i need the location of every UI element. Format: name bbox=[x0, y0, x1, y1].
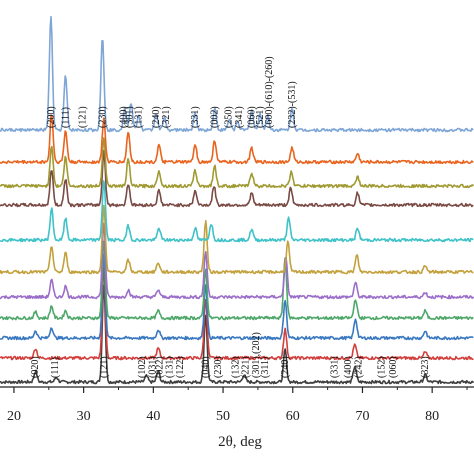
bottom-peak-label: (102) bbox=[137, 356, 148, 378]
top-peak-label: (060) bbox=[247, 106, 258, 128]
series-traces bbox=[0, 15, 474, 385]
x-tick-label: 20 bbox=[7, 409, 21, 424]
top-peak-label: (521) bbox=[255, 106, 266, 128]
bottom-peak-label: (152) bbox=[376, 356, 387, 378]
bottom-peak-label: (323) bbox=[420, 356, 431, 378]
bottom-peak-annotations: (020) (111) (121) (102) (031)(022)(131) (122)… bbox=[30, 332, 431, 378]
bottom-peak-label: (221) bbox=[240, 356, 251, 378]
x-axis-title: 2θ, deg bbox=[218, 434, 262, 450]
series-line-7 bbox=[0, 180, 474, 243]
top-peak-label: (301) bbox=[125, 106, 136, 128]
bottom-peak-label: (400) bbox=[343, 356, 354, 378]
bottom-peak-label: (131) bbox=[164, 356, 175, 378]
bottom-peak-label: (331) bbox=[330, 356, 341, 378]
bottom-peak-label: (040) bbox=[201, 356, 212, 378]
bottom-peak-label: (301),(202) bbox=[251, 332, 262, 378]
top-peak-annotations: (200) (111) (121) (230) (400)(301)(131) (240)… bbox=[46, 56, 298, 128]
bottom-peak-label: (132) bbox=[231, 356, 242, 378]
series-line-9 bbox=[0, 137, 474, 189]
series-line-4 bbox=[0, 240, 474, 321]
top-peak-label: (111) bbox=[61, 107, 72, 128]
series-line-10 bbox=[0, 114, 474, 165]
top-peak-label: (002) bbox=[210, 106, 221, 128]
top-peak-label: (121) bbox=[77, 106, 88, 128]
top-peak-label: (240) bbox=[151, 106, 162, 128]
top-peak-label: (400) bbox=[118, 106, 129, 128]
bottom-peak-label: (230) bbox=[213, 356, 224, 378]
bottom-peak-label: (022) bbox=[155, 356, 166, 378]
bottom-peak-label: (121) bbox=[99, 356, 110, 378]
bottom-peak-label: (240) bbox=[280, 356, 291, 378]
x-tick-label: 40 bbox=[146, 409, 160, 424]
x-tick-label: 50 bbox=[216, 409, 230, 424]
series-line-6 bbox=[0, 204, 474, 275]
series-line-5 bbox=[0, 222, 474, 300]
bottom-peak-label: (111) bbox=[50, 357, 61, 378]
series-line-11 bbox=[0, 15, 474, 133]
x-tick-label: 60 bbox=[286, 409, 300, 424]
bottom-peak-label: (311) bbox=[260, 357, 271, 378]
top-peak-label: (250) bbox=[224, 106, 235, 128]
series-line-3 bbox=[0, 253, 474, 341]
x-tick-label: 80 bbox=[425, 409, 439, 424]
x-tick-label: 70 bbox=[355, 409, 369, 424]
bottom-peak-label: (242) bbox=[353, 356, 364, 378]
bottom-peak-label: (060) bbox=[388, 356, 399, 378]
bottom-peak-label: (122) bbox=[175, 356, 186, 378]
top-peak-label: (131) bbox=[134, 106, 145, 128]
x-axis: 20 30 40 50 60 70 80 bbox=[0, 386, 474, 424]
x-tick-label: 30 bbox=[77, 409, 91, 424]
top-peak-label: (232)-(531) bbox=[287, 81, 298, 128]
bottom-peak-label: (020) bbox=[30, 356, 41, 378]
top-peak-label: (331) bbox=[190, 106, 201, 128]
top-peak-label: (200) bbox=[46, 106, 57, 128]
top-peak-label: (230) bbox=[98, 106, 109, 128]
series-line-8 bbox=[0, 150, 474, 208]
top-peak-label: (600)-(610)-(260) bbox=[264, 56, 275, 128]
top-peak-label: (321) bbox=[161, 106, 172, 128]
series-line-2 bbox=[0, 266, 474, 361]
series-line-1 bbox=[0, 284, 474, 385]
bottom-peak-label: (031) bbox=[148, 356, 159, 378]
x-ticks: 20 30 40 50 60 70 80 bbox=[7, 387, 468, 424]
top-peak-label: (341) bbox=[234, 106, 245, 128]
